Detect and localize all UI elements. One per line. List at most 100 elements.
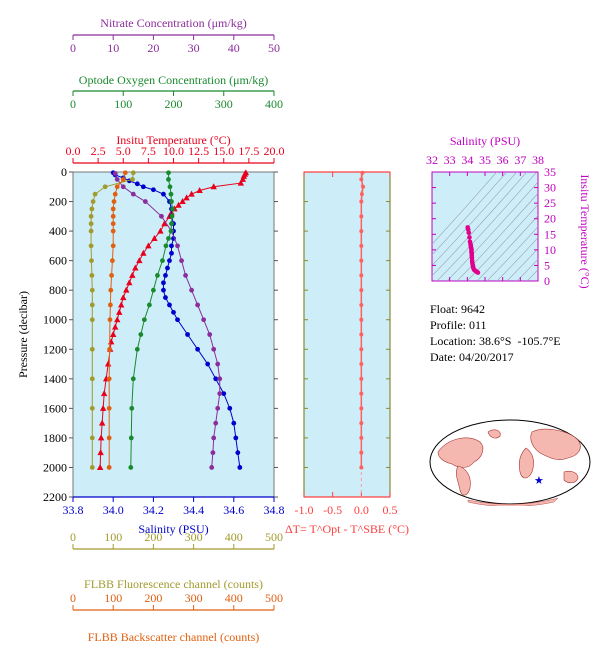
ts-density-contour bbox=[476, 215, 538, 281]
oxygen-point bbox=[130, 376, 136, 382]
date-info: Date: 04/20/2017 bbox=[430, 350, 514, 364]
delta-t-point bbox=[359, 406, 364, 411]
temperature-point bbox=[183, 194, 190, 201]
ts-density-contour bbox=[432, 172, 498, 245]
ts-density-contour bbox=[436, 172, 538, 281]
temperature-point bbox=[151, 234, 158, 241]
delta-t-point bbox=[359, 421, 364, 426]
ts-density-contour bbox=[456, 192, 538, 281]
temperature-tick-label: 5.0 bbox=[116, 144, 131, 158]
delta-t-axis-label: ΔT= T^Opt - T^SBE (°C) bbox=[285, 522, 409, 536]
temperature-tick-label: 10.0 bbox=[163, 144, 184, 158]
fluorescence-tick-label: 0 bbox=[70, 530, 76, 544]
oxygen-point bbox=[146, 302, 152, 308]
salinity-point bbox=[227, 405, 233, 411]
fluorescence-tick-label: 100 bbox=[104, 530, 122, 544]
salinity-point bbox=[213, 376, 219, 382]
nitrate-point bbox=[142, 199, 148, 204]
pressure-tick-label: 1600 bbox=[43, 401, 67, 415]
oxygen-point bbox=[128, 435, 134, 441]
temperature-point bbox=[114, 316, 121, 323]
salinity-point bbox=[169, 243, 174, 249]
world-map-icon: ★ bbox=[429, 419, 591, 506]
ts-temperature-tick-label: 15 bbox=[544, 227, 556, 241]
ts-temperature-axis-label: Insitu Temperature (°C) bbox=[578, 174, 592, 288]
salinity-point bbox=[175, 317, 180, 323]
oxygen-point bbox=[166, 170, 171, 176]
temperature-point bbox=[98, 419, 106, 426]
delta-t-point bbox=[359, 362, 364, 367]
ts-salinity-tick-label: 33 bbox=[444, 153, 456, 167]
salinity-point bbox=[171, 309, 176, 315]
temperature-tick-label: 12.5 bbox=[188, 144, 209, 158]
pressure-tick-label: 1200 bbox=[43, 342, 67, 356]
backscatter-tick-label: 400 bbox=[225, 591, 243, 605]
delta-t-point bbox=[359, 177, 364, 182]
nitrate-point bbox=[114, 176, 120, 182]
delta-t-point bbox=[359, 192, 364, 197]
pressure-tick-label: 1400 bbox=[43, 372, 67, 386]
backscatter-point bbox=[111, 199, 117, 204]
nitrate-point bbox=[209, 465, 215, 470]
fluorescence-point bbox=[89, 287, 95, 293]
ts-salinity-tick-label: 35 bbox=[479, 153, 491, 167]
delta-t-plot-area bbox=[303, 171, 391, 498]
oxygen-tick-label: 100 bbox=[114, 97, 132, 111]
nitrate-point bbox=[130, 191, 136, 197]
salinity-tick-label: 34.4 bbox=[183, 503, 204, 517]
salinity-point bbox=[233, 435, 239, 441]
fluorescence-point bbox=[89, 302, 95, 308]
pressure-tick-label: 400 bbox=[49, 224, 67, 238]
delta-t-point bbox=[359, 288, 364, 293]
salinity-point bbox=[167, 258, 172, 264]
nitrate-tick-label: 40 bbox=[228, 41, 240, 55]
temperature-point bbox=[188, 190, 195, 197]
delta-t-point bbox=[359, 347, 364, 352]
oxygen-point bbox=[151, 287, 156, 293]
fluorescence-axis-label: FLBB Fluorescence channel (counts) bbox=[84, 577, 263, 591]
temperature-point bbox=[120, 294, 127, 301]
float-info: Float: 9642 bbox=[430, 302, 486, 316]
salinity-point bbox=[134, 181, 140, 187]
delta-t-tick-label: 0.0 bbox=[354, 503, 369, 517]
fluorescence-tick-label: 300 bbox=[185, 530, 203, 544]
nitrate-point bbox=[195, 302, 201, 308]
delta-t-point bbox=[359, 435, 364, 440]
backscatter-point bbox=[109, 273, 114, 278]
fluorescence-point bbox=[89, 258, 94, 264]
delta-t-point bbox=[359, 258, 364, 263]
nitrate-tick-label: 0 bbox=[70, 41, 76, 55]
temperature-point bbox=[126, 279, 133, 286]
fluorescence-point bbox=[89, 376, 95, 382]
delta-t-tick-label: 0.5 bbox=[383, 503, 398, 517]
nitrate-point bbox=[213, 420, 219, 426]
nitrate-point bbox=[215, 405, 221, 411]
fluorescence-point bbox=[92, 191, 98, 197]
backscatter-point bbox=[114, 184, 120, 190]
oxygen-point bbox=[169, 213, 175, 219]
salinity-point bbox=[140, 184, 146, 190]
fluorescence-point bbox=[89, 317, 95, 323]
backscatter-point bbox=[107, 317, 113, 323]
temperature-point bbox=[110, 331, 117, 337]
ts-temperature-tick-label: 25 bbox=[544, 196, 556, 210]
ts-density-contour bbox=[466, 204, 538, 281]
salinity-point bbox=[205, 361, 211, 367]
backscatter-tick-label: 200 bbox=[144, 591, 162, 605]
nitrate-point bbox=[211, 346, 217, 352]
delta-t-point bbox=[361, 184, 366, 189]
salinity-point bbox=[237, 465, 243, 470]
nitrate-point bbox=[207, 332, 213, 337]
ts-salinity-tick-label: 34 bbox=[461, 153, 473, 167]
fluorescence-tick-label: 500 bbox=[265, 530, 283, 544]
oxygen-point bbox=[128, 465, 134, 470]
ts-salinity-tick-label: 37 bbox=[514, 153, 526, 167]
backscatter-point bbox=[106, 465, 112, 470]
ts-temperature-tick-label: 20 bbox=[544, 212, 556, 226]
backscatter-point bbox=[122, 170, 128, 176]
salinity-point bbox=[185, 332, 190, 337]
nitrate-point bbox=[215, 361, 221, 367]
fluorescence-tick-label: 200 bbox=[144, 530, 162, 544]
delta-t-point bbox=[359, 302, 364, 307]
